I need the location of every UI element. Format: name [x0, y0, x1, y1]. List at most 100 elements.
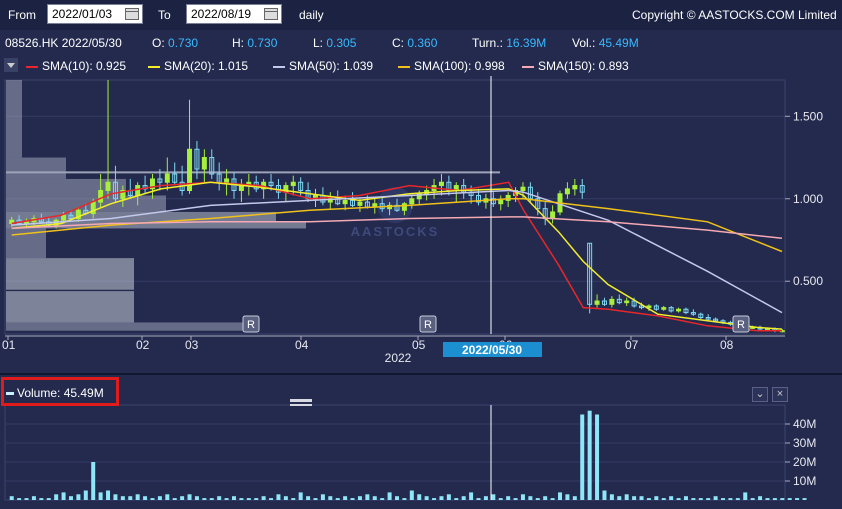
volume-bar — [409, 490, 414, 500]
volume-bar — [143, 496, 148, 500]
interval-label[interactable]: daily — [299, 8, 324, 22]
event-marker-label: R — [247, 319, 255, 331]
candle-body — [668, 307, 674, 312]
candle-body — [698, 313, 704, 319]
volume-bar — [698, 498, 703, 500]
candle-body — [401, 203, 407, 211]
indicator-dropdown-icon[interactable] — [4, 58, 18, 72]
volume-bar — [291, 498, 296, 500]
volume-profile-bar — [6, 80, 22, 158]
candle-body — [24, 221, 30, 224]
x-tick-label: 04 — [295, 338, 309, 352]
candle-body — [505, 194, 511, 201]
candle-body — [631, 300, 637, 307]
x-tick-label: 03 — [185, 338, 199, 352]
candle-body — [572, 185, 578, 190]
candle-body — [601, 300, 607, 305]
volume-bar — [239, 498, 244, 500]
price-y-tick-label: 1.000 — [793, 192, 823, 206]
candle-body — [624, 300, 630, 304]
volume-bar — [128, 496, 133, 500]
volume-bar — [639, 496, 644, 500]
close-field: C: 0.360 — [392, 36, 437, 50]
x-tick-label: 05 — [412, 338, 426, 352]
candle-body — [98, 190, 104, 203]
x-tick-label: 02 — [136, 338, 150, 352]
turnover-label: Turn.: — [472, 36, 503, 50]
candle-body — [164, 173, 170, 183]
volume-bar — [194, 496, 199, 500]
volume-profile-bar — [6, 221, 306, 229]
candle-body — [350, 199, 356, 206]
volume-bar — [372, 496, 377, 500]
sma10-legend[interactable]: SMA(10): 0.925 — [26, 59, 126, 73]
volume-bar — [691, 498, 696, 500]
volume-bar — [350, 498, 355, 500]
volume-panel-text: Volume: 45.49M — [17, 386, 104, 400]
volume-bar — [328, 496, 333, 500]
panel-resize-handle — [290, 399, 312, 402]
low-label: L: — [313, 36, 324, 50]
sma-line-2 — [11, 181, 783, 330]
panel-resize-handle — [290, 404, 312, 406]
volume-y-tick-label: 20M — [793, 455, 816, 469]
volume-bar — [676, 498, 681, 500]
to-date-value: 2022/08/19 — [191, 7, 252, 21]
calendar-icon[interactable] — [264, 8, 278, 20]
candle-body — [120, 190, 126, 200]
from-date-input[interactable]: 2022/01/03 — [47, 4, 143, 24]
crosshair-date-label: 2022/05/30 — [462, 343, 522, 357]
volume-bar — [209, 498, 214, 500]
volume-bar — [617, 496, 622, 500]
sma150-legend[interactable]: SMA(150): 0.893 — [522, 59, 629, 73]
candle-body — [713, 318, 719, 322]
volume-bar — [528, 496, 533, 500]
low-value: 0.305 — [326, 36, 357, 50]
sma20-legend[interactable]: SMA(20): 1.015 — [148, 59, 248, 73]
volume-bar — [106, 490, 111, 500]
volume-bar — [54, 494, 59, 500]
from-date-value: 2022/01/03 — [52, 7, 113, 21]
volume-bar — [506, 496, 511, 500]
price-y-tick-label: 1.500 — [793, 109, 823, 123]
calendar-icon[interactable] — [125, 8, 139, 20]
volume-bar — [261, 496, 266, 500]
volume-bar — [313, 498, 318, 500]
candle-body — [342, 199, 348, 205]
close-icon[interactable]: × — [772, 387, 788, 402]
volume-bar — [543, 496, 548, 500]
volume-bar — [498, 498, 503, 500]
volume-bar — [246, 498, 251, 500]
volume-bar — [46, 498, 51, 500]
volume-swatch — [6, 392, 14, 396]
to-date-input[interactable]: 2022/08/19 — [186, 4, 282, 24]
from-label: From — [8, 8, 36, 22]
volume-bar — [758, 496, 763, 500]
volume-bar — [432, 498, 437, 500]
volume-bar — [476, 498, 481, 500]
volume-bar — [772, 498, 777, 500]
volume-bar — [365, 494, 370, 500]
volume-bar — [254, 498, 259, 500]
volume-bar — [120, 496, 125, 500]
to-label: To — [158, 8, 171, 22]
x-tick-label: 01 — [2, 338, 16, 352]
volume-profile-bar — [6, 178, 126, 196]
volume-panel-label: Volume: 45.49M — [6, 386, 104, 400]
sma50-legend[interactable]: SMA(50): 1.039 — [273, 59, 373, 73]
volume-bar — [706, 498, 711, 500]
sma10-label: SMA(10): 0.925 — [42, 59, 127, 73]
event-marker-label: R — [424, 319, 432, 331]
volume-bar — [743, 492, 748, 500]
sma-line-3 — [11, 189, 783, 314]
volume-bar — [402, 498, 407, 500]
candle-body — [616, 298, 622, 304]
candle-body — [149, 178, 155, 190]
volume-bar — [165, 494, 170, 500]
volume-bar — [787, 498, 792, 500]
chevron-down-icon[interactable]: ⌄ — [752, 387, 768, 402]
sma100-legend[interactable]: SMA(100): 0.998 — [398, 59, 505, 73]
sma50-label: SMA(50): 1.039 — [289, 59, 374, 73]
sma100-label: SMA(100): 0.998 — [414, 59, 505, 73]
